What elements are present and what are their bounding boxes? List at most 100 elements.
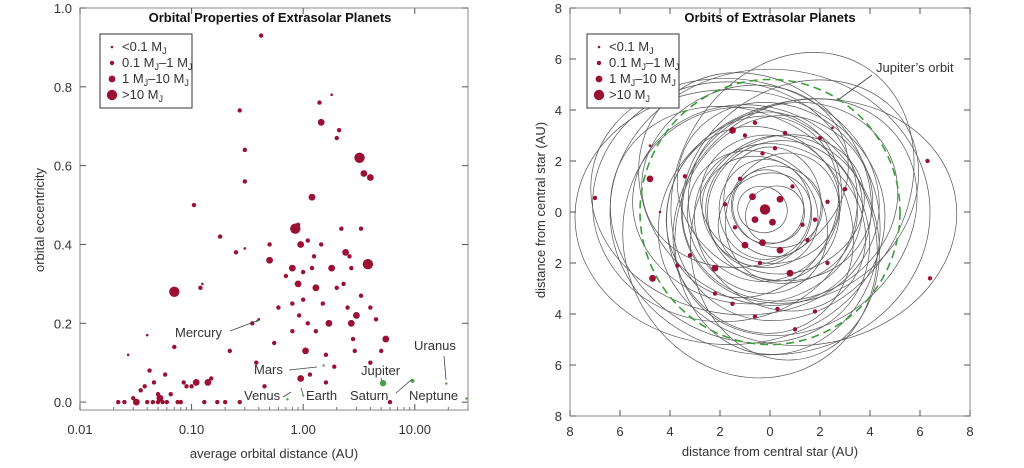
planet-orbit [687, 150, 828, 295]
exoplanet-point [353, 312, 360, 319]
exoplanet-point [349, 265, 354, 271]
exoplanet-point [336, 127, 342, 133]
exoplanet-point [147, 368, 152, 373]
orbit-planet-point [782, 130, 788, 136]
planet-orbit [707, 140, 858, 284]
left-legend-label: 1 MJ–10 MJ [122, 71, 189, 88]
right-chart-title: Orbits of Extrasolar Planets [684, 10, 855, 25]
exoplanet-point [302, 347, 309, 355]
left-legend-label: >10 MJ [122, 87, 163, 104]
exoplanet-point [288, 264, 296, 272]
planet-orbit [700, 134, 840, 264]
exoplanet-point [300, 297, 306, 302]
orbit-planet-point [817, 135, 823, 141]
solar-planet-label: Mars [254, 362, 283, 377]
exoplanet-point [305, 321, 310, 326]
exoplanet-point [300, 269, 306, 275]
planet-orbit [670, 52, 915, 321]
jupiter-orbit-leader [837, 74, 873, 101]
exoplanet-point [382, 335, 390, 343]
planet-orbit [745, 185, 805, 244]
right-x-axis-label: distance from central star (AU) [682, 444, 858, 459]
left-chart-title: Orbital Properties of Extrasolar Planets [149, 10, 392, 25]
right-legend: <0.1 MJ0.1 MJ–1 MJ1 MJ–10 MJ>10 MJ [586, 33, 680, 109]
exoplanet-point [312, 284, 320, 292]
planet-orbit [592, 81, 858, 323]
planet-orbit [687, 111, 843, 282]
exoplanet-point [323, 352, 329, 358]
orbit-planet-point [687, 253, 693, 258]
right-y-axis-label: distance from central star (AU) [533, 122, 548, 298]
exoplanet-point [368, 305, 373, 310]
exoplanet-point [330, 93, 333, 97]
exoplanet-point [258, 33, 264, 38]
orbit-planet-point [825, 260, 830, 266]
right-legend-label: <0.1 MJ [609, 39, 654, 56]
left-y-tick-label: 0.4 [54, 237, 72, 252]
orbit-planet-point [760, 151, 765, 156]
right-x-tick-label: 0 [766, 424, 773, 439]
exoplanet-point [222, 399, 228, 405]
exoplanet-point [254, 360, 259, 365]
exoplanet-point [131, 395, 136, 401]
right-x-tick-label: 8 [966, 424, 973, 439]
orbit-planet-point [729, 126, 736, 134]
orbit-planet-point [646, 175, 654, 183]
planet-orbit [732, 165, 823, 249]
orbit-planet-point [751, 216, 759, 224]
planet-orbit [657, 98, 958, 346]
jupiter-orbit-circle [639, 78, 901, 346]
solar-planet-label: Saturn [350, 388, 388, 403]
orbit-planet-point [682, 174, 688, 179]
exoplanet-point [373, 317, 379, 322]
planet-orbit [723, 146, 822, 257]
right-legend-marker [593, 89, 605, 101]
orbit-planet-point [759, 204, 771, 215]
planet-orbit [590, 78, 880, 316]
orbit-planet-point [737, 176, 743, 182]
exoplanet-point [217, 234, 223, 239]
exoplanet-point [317, 100, 322, 105]
left-legend-label: <0.1 MJ [122, 39, 167, 56]
left-x-axis-label: average orbital distance (AU) [190, 446, 358, 461]
orbit-planet-point [649, 274, 656, 282]
right-y-tick-label: 0 [555, 205, 562, 220]
exoplanet-point [243, 247, 247, 250]
right-y-tick-label: 8 [555, 1, 562, 16]
orbit-planet-point [730, 301, 735, 306]
exoplanet-point [308, 193, 316, 201]
planet-orbit [632, 104, 863, 305]
exoplanet-point [352, 348, 357, 354]
exoplanet-point [342, 248, 349, 256]
exoplanet-point [175, 399, 180, 405]
right-legend-marker [595, 75, 603, 83]
solar-planet-label: Jupiter [361, 363, 401, 378]
exoplanet-point [164, 399, 170, 405]
solar-leader-line [282, 391, 292, 398]
left-y-tick-label: 0.6 [54, 159, 72, 174]
exoplanet-point [368, 360, 373, 365]
orbit-planet-point [648, 144, 652, 147]
exoplanet-point [362, 258, 374, 270]
left-legend-marker [109, 60, 115, 66]
exoplanet-point [311, 254, 317, 259]
solar-planet-label: Venus [244, 388, 281, 403]
exoplanet-point [294, 280, 302, 288]
planet-orbit [622, 106, 878, 379]
exoplanet-point [198, 285, 203, 291]
right-y-tick-label: 4 [555, 103, 562, 118]
planet-orbits [574, 52, 958, 379]
left-legend-marker [110, 45, 114, 49]
right-x-tick-label: 6 [916, 424, 923, 439]
exoplanet-point [350, 336, 356, 342]
exoplanet-point [318, 242, 324, 247]
solar-planet-uranus [445, 382, 448, 385]
jupiter-orbit-label: Jupiter’s orbit [876, 60, 954, 75]
solar-system-planets: Mercury Venus Earth Mars Jupiter Saturn Uranus… [175, 319, 468, 403]
orbit-planet-point [711, 264, 719, 272]
planet-orbit [717, 172, 813, 267]
left-y-tick-label: 1.0 [54, 1, 72, 16]
exoplanet-point [160, 399, 165, 405]
planet-orbit [574, 89, 886, 345]
planet-orbit [737, 185, 788, 233]
